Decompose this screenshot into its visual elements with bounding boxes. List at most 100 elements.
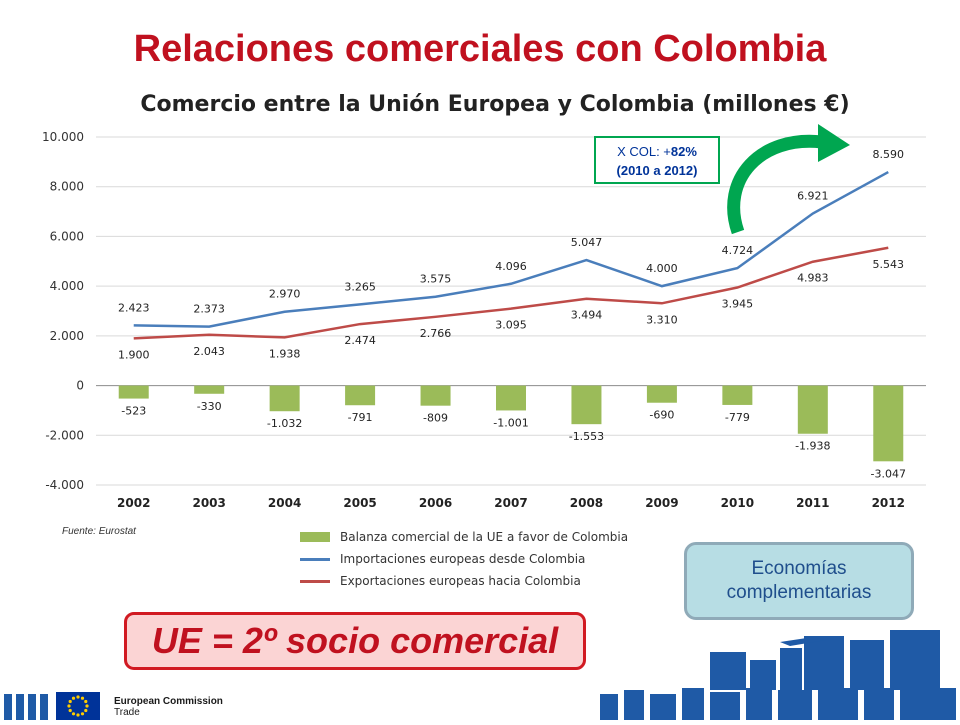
bar bbox=[797, 385, 828, 434]
imports-label: 4.724 bbox=[722, 244, 754, 257]
economias-line2: complementarias bbox=[726, 582, 872, 603]
economias-callout: Economías complementarias bbox=[684, 542, 914, 620]
imports-label: 8.590 bbox=[873, 148, 905, 161]
x-tick-label: 2006 bbox=[419, 496, 452, 510]
flag-star bbox=[80, 712, 85, 716]
bar-label: -523 bbox=[121, 405, 146, 418]
bar bbox=[194, 385, 225, 394]
flag-star bbox=[85, 704, 89, 708]
exports-line bbox=[133, 246, 889, 340]
x-tick-label: 2007 bbox=[494, 496, 527, 510]
legend-label-balanza: Balanza comercial de la UE a favor de Co… bbox=[340, 530, 629, 544]
bar bbox=[345, 385, 376, 406]
growth-annotation: X COL: +82% (2010 a 2012) bbox=[594, 136, 720, 184]
imports-label: 3.265 bbox=[344, 280, 376, 293]
imports-label: 6.921 bbox=[797, 190, 829, 203]
bar bbox=[722, 385, 753, 405]
flag-star bbox=[67, 704, 71, 708]
flag-star bbox=[71, 712, 76, 716]
flag-star bbox=[68, 699, 72, 704]
bar bbox=[269, 385, 300, 412]
socio-comercial-callout: UE = 2º socio comercial bbox=[124, 612, 586, 670]
bar bbox=[873, 385, 904, 462]
flag-star bbox=[76, 695, 80, 699]
labels-layer: -523 -330 -1.032 -791 -809 -1.001 -1.553 -690 -7… bbox=[118, 148, 906, 480]
imports-label: 5.047 bbox=[571, 236, 603, 249]
legend-label-importaciones: Importaciones europeas desde Colombia bbox=[340, 552, 586, 566]
x-tick-label: 2009 bbox=[645, 496, 678, 510]
bar-label: -3.047 bbox=[871, 467, 906, 480]
growth-arrow bbox=[727, 134, 823, 235]
x-tick-label: 2004 bbox=[268, 496, 301, 510]
exports-label: 3.945 bbox=[722, 298, 754, 311]
x-tick-label: 2011 bbox=[796, 496, 829, 510]
eu-flag-icon bbox=[56, 692, 100, 720]
source-note: Fuente: Eurostat bbox=[62, 526, 136, 537]
bar-label: -791 bbox=[348, 411, 373, 424]
bar-label: -1.032 bbox=[267, 417, 302, 430]
imports-label: 2.970 bbox=[269, 288, 301, 301]
bar bbox=[646, 385, 677, 403]
imports-label: 3.575 bbox=[420, 273, 452, 286]
flag-star bbox=[68, 708, 72, 713]
exports-label: 5.543 bbox=[873, 258, 905, 271]
bar-label: -1.001 bbox=[493, 416, 528, 429]
exports-label: 2.043 bbox=[193, 345, 225, 358]
x-tick-label: 2003 bbox=[192, 496, 225, 510]
flag-star bbox=[84, 708, 88, 713]
y-tick-label: -2.000 bbox=[45, 428, 84, 442]
legend-label-exportaciones: Exportaciones europeas hacia Colombia bbox=[340, 574, 581, 588]
legend-item-importaciones: Importaciones europeas desde Colombia bbox=[300, 548, 628, 570]
bar bbox=[571, 385, 602, 425]
bar-label: -779 bbox=[725, 411, 750, 424]
exports-label: 3.095 bbox=[495, 319, 527, 332]
legend-item-balanza: Balanza comercial de la UE a favor de Co… bbox=[300, 526, 628, 548]
chart-legend: Balanza comercial de la UE a favor de Co… bbox=[300, 526, 628, 592]
exports-label: 3.310 bbox=[646, 313, 678, 326]
y-tick-label: 4.000 bbox=[50, 279, 84, 293]
slide-title: Relaciones comerciales con Colombia bbox=[133, 28, 827, 70]
legend-swatch-imports bbox=[300, 557, 330, 561]
ec-trade: Trade bbox=[114, 707, 140, 718]
bar-label: -809 bbox=[423, 412, 448, 425]
exports-label: 2.474 bbox=[344, 334, 376, 347]
city-decoration bbox=[710, 630, 940, 690]
bar bbox=[496, 385, 526, 411]
bar bbox=[118, 385, 149, 399]
flag-star bbox=[71, 696, 76, 700]
bar-label: -690 bbox=[649, 409, 674, 422]
y-tick-label: 10.000 bbox=[42, 130, 84, 144]
y-tick-label: 8.000 bbox=[50, 180, 84, 194]
imports-label: 2.373 bbox=[193, 303, 225, 316]
x-tick-label: 2005 bbox=[343, 496, 376, 510]
imports-label: 4.000 bbox=[646, 262, 678, 275]
imports-label: 4.096 bbox=[495, 260, 527, 273]
exports-label: 4.983 bbox=[797, 272, 829, 285]
exports-label: 1.938 bbox=[269, 347, 301, 360]
bar-label: -1.938 bbox=[795, 440, 830, 453]
y-tick-label: 0 bbox=[76, 379, 84, 393]
european-commission-logo: European Commission Trade bbox=[114, 696, 223, 718]
flag-star bbox=[84, 699, 88, 704]
bar-label: -1.553 bbox=[569, 430, 604, 443]
y-tick-label: 2.000 bbox=[50, 329, 84, 343]
bar bbox=[420, 385, 451, 406]
flag-star bbox=[76, 713, 80, 717]
exports-label: 3.494 bbox=[571, 309, 603, 322]
x-tick-label: 2012 bbox=[872, 496, 905, 510]
legend-item-exportaciones: Exportaciones europeas hacia Colombia bbox=[300, 570, 628, 592]
growth-prefix: X COL: + bbox=[617, 144, 671, 159]
flag-star bbox=[80, 696, 85, 700]
x-tick-label: 2010 bbox=[721, 496, 754, 510]
growth-period: (2010 a 2012) bbox=[616, 163, 698, 178]
axis-layer: 10.000 8.000 6.000 4.000 2.000 0 -2.000 -4.000 2… bbox=[42, 130, 905, 510]
x-tick-label: 2002 bbox=[117, 496, 150, 510]
bars-layer bbox=[118, 385, 904, 462]
exports-label: 1.900 bbox=[118, 348, 150, 361]
ec-name: European Commission bbox=[114, 696, 223, 707]
imports-label: 2.423 bbox=[118, 301, 150, 314]
exports-label: 2.766 bbox=[420, 327, 452, 340]
lines-layer bbox=[133, 170, 889, 340]
chart-title: Comercio entre la Unión Europea y Colomb… bbox=[140, 92, 850, 117]
